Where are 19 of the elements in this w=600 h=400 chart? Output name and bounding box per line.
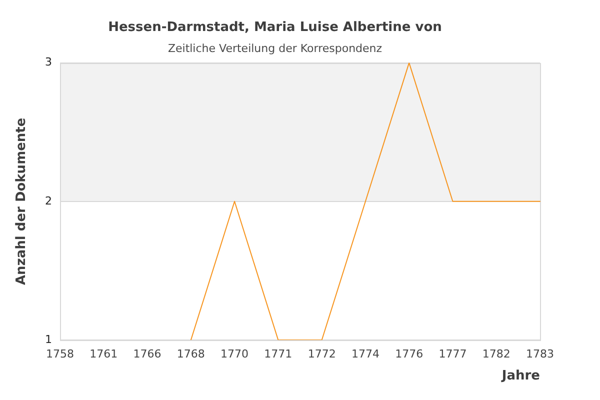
x-tick-label: 1777 <box>438 347 467 360</box>
x-tick-label: 1783 <box>526 347 554 360</box>
y-tick-label: 3 <box>45 56 52 69</box>
x-tick-label: 1768 <box>176 347 205 360</box>
y-tick-label: 2 <box>45 194 52 208</box>
x-tick-label: 1766 <box>133 347 162 360</box>
y-tick-label: 1 <box>45 332 52 346</box>
chart-title: Hessen-Darmstadt, Maria Luise Albertine von <box>108 20 442 36</box>
x-tick-label: 1774 <box>351 347 380 360</box>
x-tick-label: 1772 <box>308 347 336 360</box>
x-tick-label: 1771 <box>264 347 292 360</box>
chart-subtitle: Zeitliche Verteilung der Korrespondenz <box>168 42 382 56</box>
y-axis-title: Anzahl der Dokumente <box>14 118 30 286</box>
x-tick-label: 1776 <box>395 347 424 360</box>
x-tick-label: 1758 <box>46 347 74 360</box>
x-axis-title: Jahre <box>500 368 540 384</box>
x-tick-label: 1770 <box>220 347 249 360</box>
x-tick-label: 1782 <box>482 347 510 360</box>
x-tick-label: 1761 <box>90 347 118 360</box>
